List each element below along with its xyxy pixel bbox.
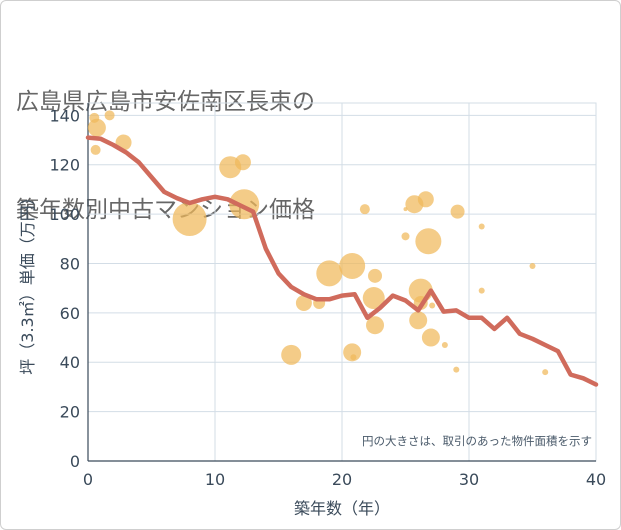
- x-axis-label: 築年数（年）: [294, 499, 390, 518]
- data-bubble: [368, 268, 383, 283]
- x-tick-label: 0: [83, 470, 93, 489]
- data-bubble: [429, 302, 436, 309]
- chart-title: 広島県広島市安佐南区長束の 築年数別中古マンション価格: [16, 12, 315, 264]
- chart-title-line-1: 広島県広島市安佐南区長束の: [16, 89, 315, 115]
- x-tick-label: 20: [332, 470, 352, 489]
- x-tick-label: 40: [586, 470, 606, 489]
- data-bubble: [529, 262, 536, 269]
- y-tick-label: 0: [70, 452, 80, 471]
- y-tick-label: 100: [49, 205, 80, 224]
- data-bubble: [234, 154, 251, 171]
- data-bubble: [415, 228, 442, 255]
- data-bubble: [453, 366, 460, 373]
- y-tick-label: 20: [60, 403, 80, 422]
- data-bubble: [401, 232, 410, 241]
- y-tick-label: 140: [49, 106, 80, 125]
- data-bubble: [409, 311, 428, 330]
- data-bubble: [339, 252, 366, 279]
- data-bubble: [90, 144, 101, 155]
- data-bubble: [478, 287, 485, 294]
- data-bubble: [450, 204, 465, 219]
- data-bubble: [87, 118, 106, 137]
- data-bubble: [417, 191, 434, 208]
- data-bubble: [350, 354, 357, 361]
- chart-note: 円の大きさは、取引のあった物件面積を示す: [362, 434, 592, 448]
- y-axis-label: 坪（3.3㎡）単価（万円）: [18, 189, 37, 374]
- y-tick-label: 40: [60, 353, 80, 372]
- data-bubble: [478, 223, 485, 230]
- data-bubble: [362, 287, 385, 310]
- series-line: [85, 135, 599, 387]
- data-bubble: [104, 110, 115, 121]
- chart-title-line-2: 築年数別中古マンション価格: [16, 197, 315, 223]
- data-bubble: [542, 369, 549, 376]
- data-bubble: [366, 316, 385, 335]
- data-bubble: [421, 328, 440, 347]
- data-bubble: [359, 204, 370, 215]
- x-tick-label: 30: [459, 470, 479, 489]
- data-bubble: [172, 202, 207, 237]
- data-bubble: [441, 341, 448, 348]
- y-tick-label: 80: [60, 254, 80, 273]
- data-bubble: [281, 344, 302, 365]
- x-tick-label: 10: [205, 470, 225, 489]
- data-bubble: [316, 260, 343, 287]
- data-bubble: [343, 343, 362, 362]
- y-tick-label: 120: [49, 156, 80, 175]
- data-bubble: [295, 294, 312, 311]
- y-tick-label: 60: [60, 304, 80, 323]
